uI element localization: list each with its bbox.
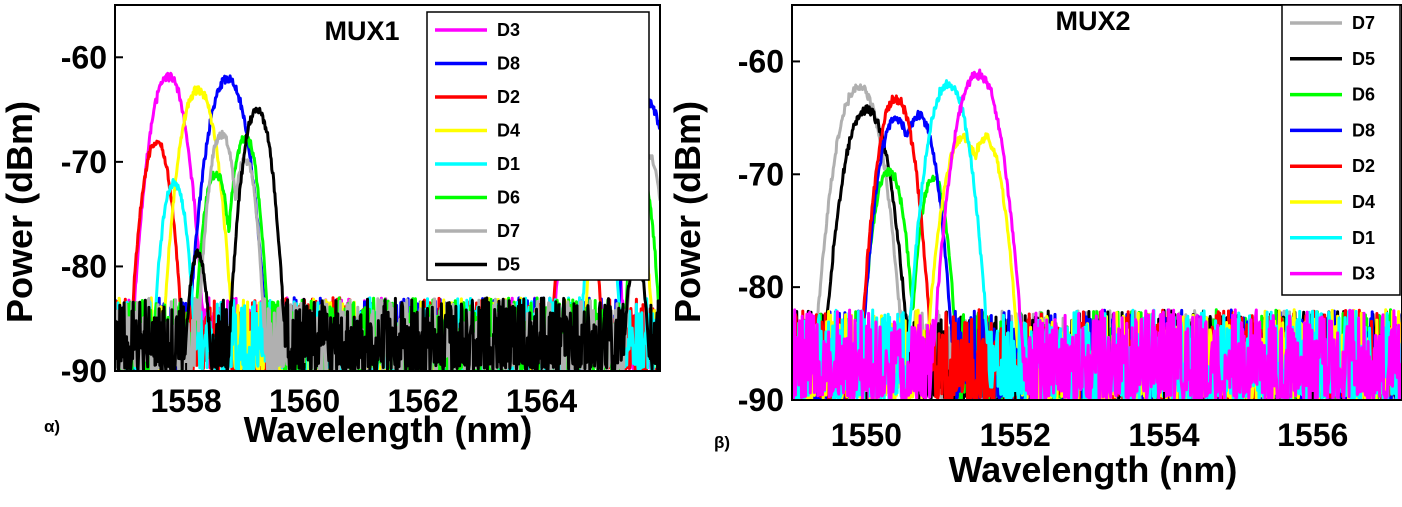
legend-mux2: D7 D5 D6 D8 D2 D4 D1 D3 [1281,4,1401,296]
legend-label-d1: D1 [497,154,520,174]
x-tick-label: 1560 [269,383,340,419]
panel-label: α) [44,417,60,436]
legend-label-d8: D8 [497,54,520,74]
legend-mux1: D3 D8 D2 D4 D1 D6 D7 D5 [426,11,650,281]
y-tick-label: -90 [61,353,107,389]
y-tick-label: -70 [738,156,784,192]
panel-mux2: 1550 1552 1554 1556 -60 -70 -80 -90 MUX2 Wavele… [667,4,1402,490]
legend-label-d3: D3 [497,20,520,40]
legend-label-d7: D7 [1352,13,1375,33]
legend-label-d5: D5 [1352,49,1375,69]
y-tick-label: -90 [738,382,784,418]
panel-mux1: 1558 1560 1562 1564 -60 -70 -80 -90 MUX1 Wavele… [0,4,661,450]
x-tick-label: 1564 [506,383,577,419]
chart-title: MUX2 [1055,6,1130,36]
traces-mux1 [115,71,660,371]
chart-title: MUX1 [324,16,399,46]
panel-label: β) [714,433,730,452]
plot-frame-mux1 [114,4,661,372]
legend-label-d2: D2 [1352,156,1375,176]
legend-label-d6: D6 [1352,85,1375,105]
y-axis-label: Power (dBm) [667,101,708,323]
legend-label-d3: D3 [1352,264,1375,284]
x-tick-label: 1550 [831,417,902,453]
y-tick-label: -60 [738,43,784,79]
x-tick-label: 1554 [1128,417,1199,453]
y-tick-label: -70 [61,144,107,180]
y-tick-label: -60 [61,39,107,75]
legend-box [1281,4,1401,296]
legend-label-d4: D4 [1352,192,1375,212]
y-tick-label: -80 [738,269,784,305]
x-tick-label: 1562 [387,383,458,419]
plot-frame-mux2 [791,4,1402,401]
legend-label-d1: D1 [1352,228,1375,248]
x-axis-label: Wavelength (nm) [949,449,1238,490]
legend-label-d8: D8 [1352,120,1375,140]
series-line-d3 [792,68,1402,400]
legend-label-d4: D4 [497,121,520,141]
traces-mux2 [792,68,1402,400]
axis-ticks-mux2: 1550 1552 1554 1556 -60 -70 -80 -90 [738,43,1349,453]
x-tick-label: 1552 [980,417,1051,453]
x-tick-label: 1558 [150,383,221,419]
axis-ticks-mux1: 1558 1560 1562 1564 -60 -70 -80 -90 [61,39,578,419]
legend-label-d2: D2 [497,87,520,107]
legend-label-d7: D7 [497,221,520,241]
y-tick-label: -80 [61,248,107,284]
x-axis-label: Wavelength (nm) [244,409,533,450]
legend-label-d5: D5 [497,255,520,275]
legend-box [426,11,650,281]
y-axis-label: Power (dBm) [0,101,40,323]
x-tick-label: 1556 [1277,417,1348,453]
legend-label-d6: D6 [497,188,520,208]
series-line-d5 [115,106,660,371]
